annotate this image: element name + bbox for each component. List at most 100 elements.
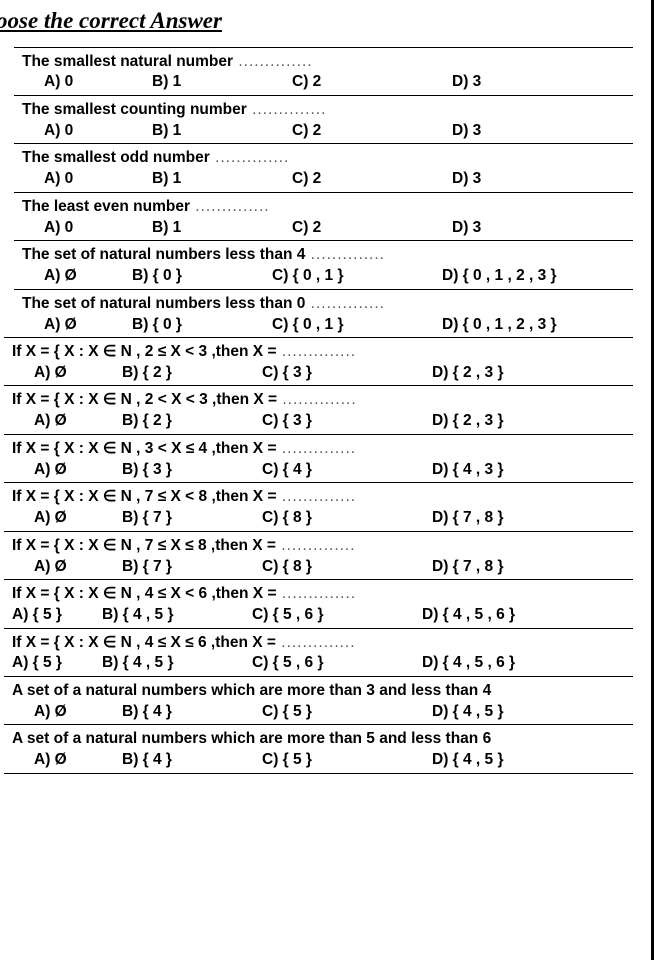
option-c[interactable]: C) 2 bbox=[292, 73, 452, 91]
option-d[interactable]: D) { 7 , 8 } bbox=[432, 558, 629, 576]
option-c[interactable]: C) 2 bbox=[292, 170, 452, 188]
question-text: The least even number .............. bbox=[22, 197, 629, 218]
option-d[interactable]: D) 3 bbox=[452, 170, 629, 188]
option-d[interactable]: D) { 7 , 8 } bbox=[432, 509, 629, 527]
question-text: The set of natural numbers less than 4 .… bbox=[22, 245, 629, 266]
questions-list: The smallest natural number ............… bbox=[0, 47, 633, 775]
option-a[interactable]: A) Ø bbox=[12, 461, 122, 479]
options-row: A) 0B) 1C) 2D) 3 bbox=[22, 122, 629, 140]
options-row: A) ØB) { 7 }C) { 8 }D) { 7 , 8 } bbox=[12, 509, 629, 527]
answer-blank: .............. bbox=[277, 440, 357, 457]
option-d[interactable]: D) { 0 , 1 , 2 , 3 } bbox=[442, 267, 629, 285]
option-a[interactable]: A) { 5 } bbox=[12, 606, 102, 624]
option-c[interactable]: C) { 3 } bbox=[262, 364, 432, 382]
question-block: If X = { X : X ∈ N , 2 < X < 3 ,then X =… bbox=[4, 385, 633, 435]
question-block: The set of natural numbers less than 4 .… bbox=[14, 240, 633, 290]
option-b[interactable]: B) { 0 } bbox=[132, 267, 272, 285]
option-b[interactable]: B) { 4 , 5 } bbox=[102, 654, 252, 672]
question-text: If X = { X : X ∈ N , 2 < X < 3 ,then X =… bbox=[12, 390, 629, 411]
question-block: The set of natural numbers less than 0 .… bbox=[14, 289, 633, 339]
option-d[interactable]: D) { 0 , 1 , 2 , 3 } bbox=[442, 316, 629, 334]
option-b[interactable]: B) 1 bbox=[152, 219, 292, 237]
options-row: A) ØB) { 0 }C) { 0 , 1 }D) { 0 , 1 , 2 ,… bbox=[22, 267, 629, 285]
option-d[interactable]: D) 3 bbox=[452, 122, 629, 140]
option-b[interactable]: B) { 4 } bbox=[122, 751, 262, 769]
options-row: A) ØB) { 4 }C) { 5 }D) { 4 , 5 } bbox=[12, 751, 629, 769]
question-block: A set of a natural numbers which are mor… bbox=[4, 676, 633, 726]
option-c[interactable]: C) { 4 } bbox=[262, 461, 432, 479]
question-text: If X = { X : X ∈ N , 7 ≤ X ≤ 8 ,then X =… bbox=[12, 536, 629, 557]
question-block: A set of a natural numbers which are mor… bbox=[4, 724, 633, 774]
option-b[interactable]: B) { 4 , 5 } bbox=[102, 606, 252, 624]
options-row: A) ØB) { 2 }C) { 3 }D) { 2 , 3 } bbox=[12, 412, 629, 430]
question-block: If X = { X : X ∈ N , 7 ≤ X ≤ 8 ,then X =… bbox=[4, 531, 633, 581]
options-row: A) 0B) 1C) 2D) 3 bbox=[22, 73, 629, 91]
option-c[interactable]: C) { 5 , 6 } bbox=[252, 606, 422, 624]
option-d[interactable]: D) { 4 , 5 , 6 } bbox=[422, 654, 629, 672]
option-a[interactable]: A) Ø bbox=[12, 751, 122, 769]
option-c[interactable]: C) { 8 } bbox=[262, 558, 432, 576]
page-title: oose the correct Answer bbox=[0, 8, 633, 34]
answer-blank: .............. bbox=[277, 343, 357, 360]
question-text: The smallest odd number .............. bbox=[22, 148, 629, 169]
option-a[interactable]: A) Ø bbox=[12, 364, 122, 382]
question-block: If X = { X : X ∈ N , 3 < X ≤ 4 ,then X =… bbox=[4, 434, 633, 484]
options-row: A) ØB) { 4 }C) { 5 }D) { 4 , 5 } bbox=[12, 703, 629, 721]
options-row: A) { 5 }B) { 4 , 5 }C) { 5 , 6 }D) { 4 ,… bbox=[12, 606, 629, 624]
options-row: A) ØB) { 7 }C) { 8 }D) { 7 , 8 } bbox=[12, 558, 629, 576]
option-b[interactable]: B) { 2 } bbox=[122, 364, 262, 382]
option-c[interactable]: C) { 5 } bbox=[262, 703, 432, 721]
question-text: If X = { X : X ∈ N , 3 < X ≤ 4 ,then X =… bbox=[12, 439, 629, 460]
option-a[interactable]: A) Ø bbox=[22, 316, 132, 334]
option-b[interactable]: B) { 2 } bbox=[122, 412, 262, 430]
option-c[interactable]: C) 2 bbox=[292, 122, 452, 140]
option-c[interactable]: C) 2 bbox=[292, 219, 452, 237]
options-row: A) 0B) 1C) 2D) 3 bbox=[22, 170, 629, 188]
option-c[interactable]: C) { 5 } bbox=[262, 751, 432, 769]
question-text: The smallest counting number ...........… bbox=[22, 100, 629, 121]
option-d[interactable]: D) { 4 , 3 } bbox=[432, 461, 629, 479]
option-d[interactable]: D) { 4 , 5 , 6 } bbox=[422, 606, 629, 624]
option-a[interactable]: A) { 5 } bbox=[12, 654, 102, 672]
option-b[interactable]: B) 1 bbox=[152, 73, 292, 91]
answer-blank: .............. bbox=[305, 295, 385, 312]
option-d[interactable]: D) { 4 , 5 } bbox=[432, 703, 629, 721]
option-a[interactable]: A) 0 bbox=[22, 219, 152, 237]
options-row: A) ØB) { 0 }C) { 0 , 1 }D) { 0 , 1 , 2 ,… bbox=[22, 316, 629, 334]
option-a[interactable]: A) Ø bbox=[12, 703, 122, 721]
option-a[interactable]: A) Ø bbox=[22, 267, 132, 285]
option-b[interactable]: B) 1 bbox=[152, 122, 292, 140]
answer-blank: .............. bbox=[305, 246, 385, 263]
option-b[interactable]: B) { 0 } bbox=[132, 316, 272, 334]
option-a[interactable]: A) Ø bbox=[12, 558, 122, 576]
option-d[interactable]: D) { 2 , 3 } bbox=[432, 412, 629, 430]
option-c[interactable]: C) { 8 } bbox=[262, 509, 432, 527]
option-b[interactable]: B) 1 bbox=[152, 170, 292, 188]
option-a[interactable]: A) 0 bbox=[22, 122, 152, 140]
option-b[interactable]: B) { 7 } bbox=[122, 558, 262, 576]
option-c[interactable]: C) { 0 , 1 } bbox=[272, 316, 442, 334]
answer-blank: .............. bbox=[190, 198, 270, 215]
options-row: A) { 5 }B) { 4 , 5 }C) { 5 , 6 }D) { 4 ,… bbox=[12, 654, 629, 672]
question-text: If X = { X : X ∈ N , 7 ≤ X < 8 ,then X =… bbox=[12, 487, 629, 508]
option-c[interactable]: C) { 3 } bbox=[262, 412, 432, 430]
question-text: If X = { X : X ∈ N , 4 ≤ X < 6 ,then X =… bbox=[12, 584, 629, 605]
option-c[interactable]: C) { 0 , 1 } bbox=[272, 267, 442, 285]
question-text: A set of a natural numbers which are mor… bbox=[12, 729, 629, 750]
option-b[interactable]: B) { 7 } bbox=[122, 509, 262, 527]
question-block: If X = { X : X ∈ N , 4 ≤ X ≤ 6 ,then X =… bbox=[4, 628, 633, 678]
option-b[interactable]: B) { 3 } bbox=[122, 461, 262, 479]
option-d[interactable]: D) 3 bbox=[452, 219, 629, 237]
option-d[interactable]: D) { 4 , 5 } bbox=[432, 751, 629, 769]
answer-blank: .............. bbox=[233, 53, 313, 70]
option-a[interactable]: A) Ø bbox=[12, 509, 122, 527]
option-a[interactable]: A) Ø bbox=[12, 412, 122, 430]
option-b[interactable]: B) { 4 } bbox=[122, 703, 262, 721]
option-d[interactable]: D) { 2 , 3 } bbox=[432, 364, 629, 382]
option-a[interactable]: A) 0 bbox=[22, 170, 152, 188]
option-c[interactable]: C) { 5 , 6 } bbox=[252, 654, 422, 672]
option-a[interactable]: A) 0 bbox=[22, 73, 152, 91]
question-text: A set of a natural numbers which are mor… bbox=[12, 681, 629, 702]
option-d[interactable]: D) 3 bbox=[452, 73, 629, 91]
answer-blank: .............. bbox=[276, 634, 356, 651]
